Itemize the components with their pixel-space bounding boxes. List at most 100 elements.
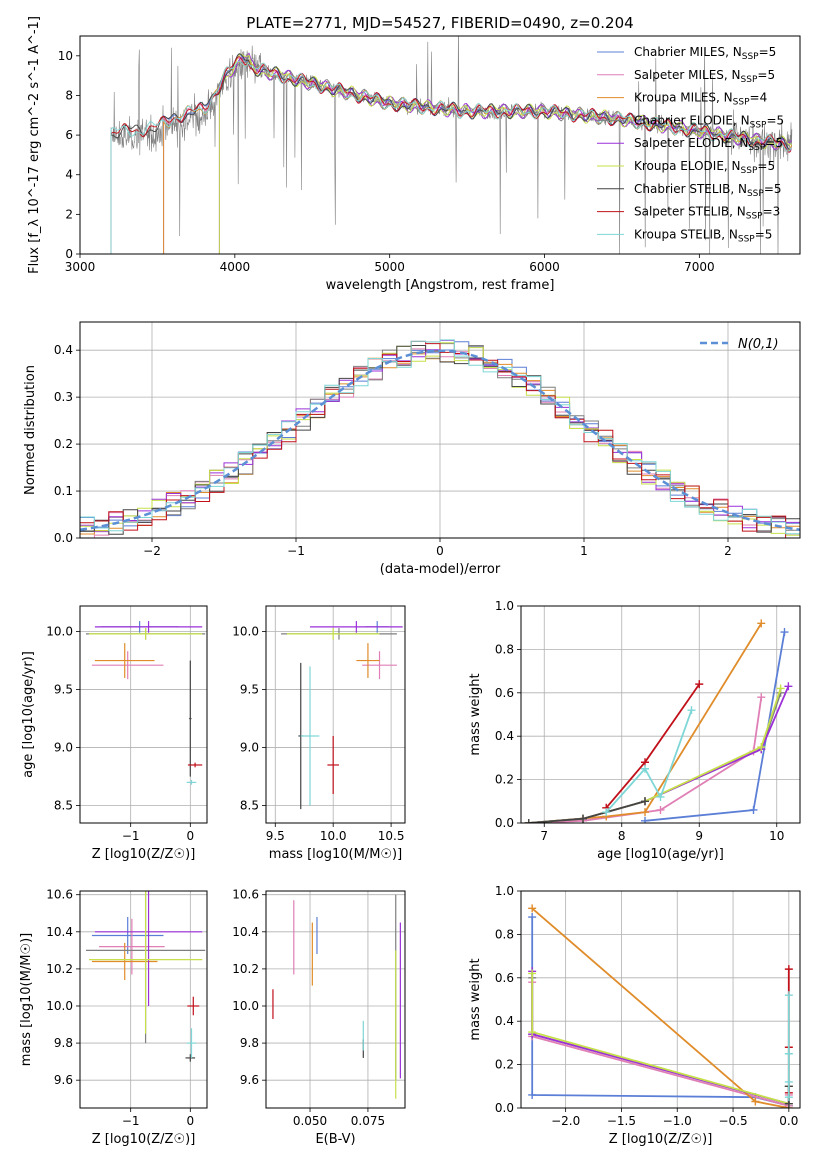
legend-subscript: SSP <box>746 212 763 222</box>
weight-point <box>528 904 537 913</box>
legend-count: =5 <box>757 159 775 173</box>
weight-series-line <box>531 973 790 1105</box>
mass-vs-ebv-panel: 0.050 0.075 9.6 9.8 10.0 10.2 10.4 10.6 E(B-V) <box>232 888 406 1147</box>
y-tick-label: 1.0 <box>495 599 514 613</box>
legend-subscript: SSP <box>750 120 767 130</box>
y-tick-label: 10.4 <box>232 925 259 939</box>
y-tick-label: 9.5 <box>240 683 259 697</box>
model-spectrum <box>163 57 792 254</box>
weight-point <box>528 1090 537 1099</box>
weight-series-line <box>531 977 790 1105</box>
weight-series-line <box>528 688 782 823</box>
plot-area <box>80 339 800 538</box>
x-tick-label: −0.5 <box>718 1114 747 1128</box>
plot-area <box>110 36 793 254</box>
y-tick-label: 0.1 <box>54 484 73 498</box>
weight-series-line <box>528 685 790 823</box>
weight-point <box>687 706 696 715</box>
legend-count: =5 <box>764 182 782 196</box>
y-tick-label: 9.8 <box>240 1036 259 1050</box>
age-vs-metallicity-panel: −1 0 8.5 9.0 9.5 10.0 Z [log10(Z/Z☉)] age [log1… <box>21 605 208 862</box>
y-tick-label: 0 <box>65 247 73 261</box>
normal-curve <box>80 349 800 532</box>
y-axis-label: mass [log10(M/M☉)] <box>19 933 34 1066</box>
y-tick-label: 10.0 <box>232 625 259 639</box>
y-tick-label: 9.6 <box>54 1073 73 1087</box>
y-tick-label: 0.0 <box>495 816 514 830</box>
plot-frame <box>520 890 801 1109</box>
x-axis-label: age [log10(age/yr)] <box>597 847 724 862</box>
x-tick-label: 9 <box>695 829 703 843</box>
legend-subscript: SSP <box>733 98 750 108</box>
model-spectrum <box>110 61 792 254</box>
x-tick-label: 0.0 <box>779 1114 798 1128</box>
x-tick-label: −1 <box>122 1114 140 1128</box>
model-spectrum <box>110 53 792 254</box>
figure-title: PLATE=2771, MJD=54527, FIBERID=0490, z=0… <box>246 14 633 32</box>
legend-subscript: SSP <box>747 189 764 199</box>
weight-point <box>641 808 649 817</box>
x-axis-label: mass [log10(M/M☉)] <box>269 847 402 862</box>
x-tick-label: 6000 <box>529 260 560 274</box>
legend-count: =5 <box>755 227 773 241</box>
legend-subscript: SSP <box>741 166 758 176</box>
y-tick-label: 9.0 <box>240 741 259 755</box>
weight-point <box>656 805 665 814</box>
y-axis-label: mass weight <box>468 673 483 755</box>
plot-area <box>281 621 403 810</box>
x-tick-label: 0.075 <box>351 1114 385 1128</box>
plot-frame <box>520 605 801 824</box>
legend-count: =4 <box>750 91 768 105</box>
x-tick-label: −1 <box>122 829 140 843</box>
y-tick-label: 0.0 <box>54 531 73 545</box>
x-axis-label: Z [log10(Z/Z☉)] <box>609 1132 713 1147</box>
weight-point <box>784 1077 793 1086</box>
weight-point <box>751 1097 760 1106</box>
weight-point <box>784 991 793 1000</box>
x-tick-label: 3000 <box>65 260 96 274</box>
weight-point <box>528 913 537 922</box>
y-axis-label: Flux [f_λ 10^-17 erg cm^-2 s^-1 A^-1] <box>27 16 42 274</box>
legend-count: =3 <box>763 205 781 219</box>
weight-point <box>780 628 789 637</box>
y-tick-label: 10.6 <box>232 888 259 902</box>
x-tick-label: −1 <box>287 544 305 558</box>
weight-point <box>776 684 785 693</box>
weight-series-line <box>605 709 693 813</box>
legend-count: =5 <box>766 113 784 127</box>
y-tick-label: 9.6 <box>240 1073 259 1087</box>
x-tick-label: 0 <box>436 544 444 558</box>
legend-count: =5 <box>757 68 775 82</box>
y-tick-label: 0.0 <box>495 1101 514 1115</box>
weight-point <box>749 805 758 814</box>
x-tick-label: −1.5 <box>607 1114 636 1128</box>
x-axis-label: Z [log10(Z/Z☉)] <box>92 1132 196 1147</box>
legend-subscript: SSP <box>748 143 765 153</box>
y-tick-label: 9.8 <box>54 1036 73 1050</box>
legend-entry: Chabrier ELODIE, NSSP=5 <box>634 113 784 130</box>
y-tick-label: 0.6 <box>495 971 514 985</box>
plot-frame <box>79 605 208 824</box>
y-tick-label: 10.0 <box>46 625 73 639</box>
x-axis-label: Z [log10(Z/Z☉)] <box>92 847 196 862</box>
y-tick-label: 0.6 <box>495 686 514 700</box>
y-tick-label: 10 <box>58 49 73 63</box>
x-tick-label: 4000 <box>220 260 251 274</box>
legend-entry: Salpeter MILES, NSSP=5 <box>634 68 775 85</box>
y-tick-label: 6 <box>65 128 73 142</box>
mass-weight-vs-metallicity-panel: −2.0 −1.5 −1.0 −0.5 0.0 0.0 0.2 0.4 0.6 0.8 1.0 Z [… <box>468 884 801 1147</box>
y-axis-label: mass weight <box>468 958 483 1040</box>
legend-entry: N(0,1) <box>738 337 779 352</box>
y-tick-label: 10.6 <box>46 888 73 902</box>
weight-point <box>757 619 766 628</box>
age-vs-mass-panel: 9.5 10.0 10.5 8.5 9.0 9.5 10.0 mass [log10(M/M☉… <box>232 605 406 862</box>
legend-entry: Kroupa ELODIE, NSSP=5 <box>634 159 775 176</box>
y-axis-label: age [log10(age/yr)] <box>21 651 36 778</box>
y-axis-label: Normed distribution <box>23 365 38 495</box>
plot-frame <box>79 35 801 255</box>
x-tick-label: 1 <box>580 544 588 558</box>
weight-series-line <box>531 971 790 1105</box>
x-tick-label: 5000 <box>374 260 405 274</box>
x-tick-label: 10.5 <box>378 829 405 843</box>
weight-point <box>757 743 766 752</box>
